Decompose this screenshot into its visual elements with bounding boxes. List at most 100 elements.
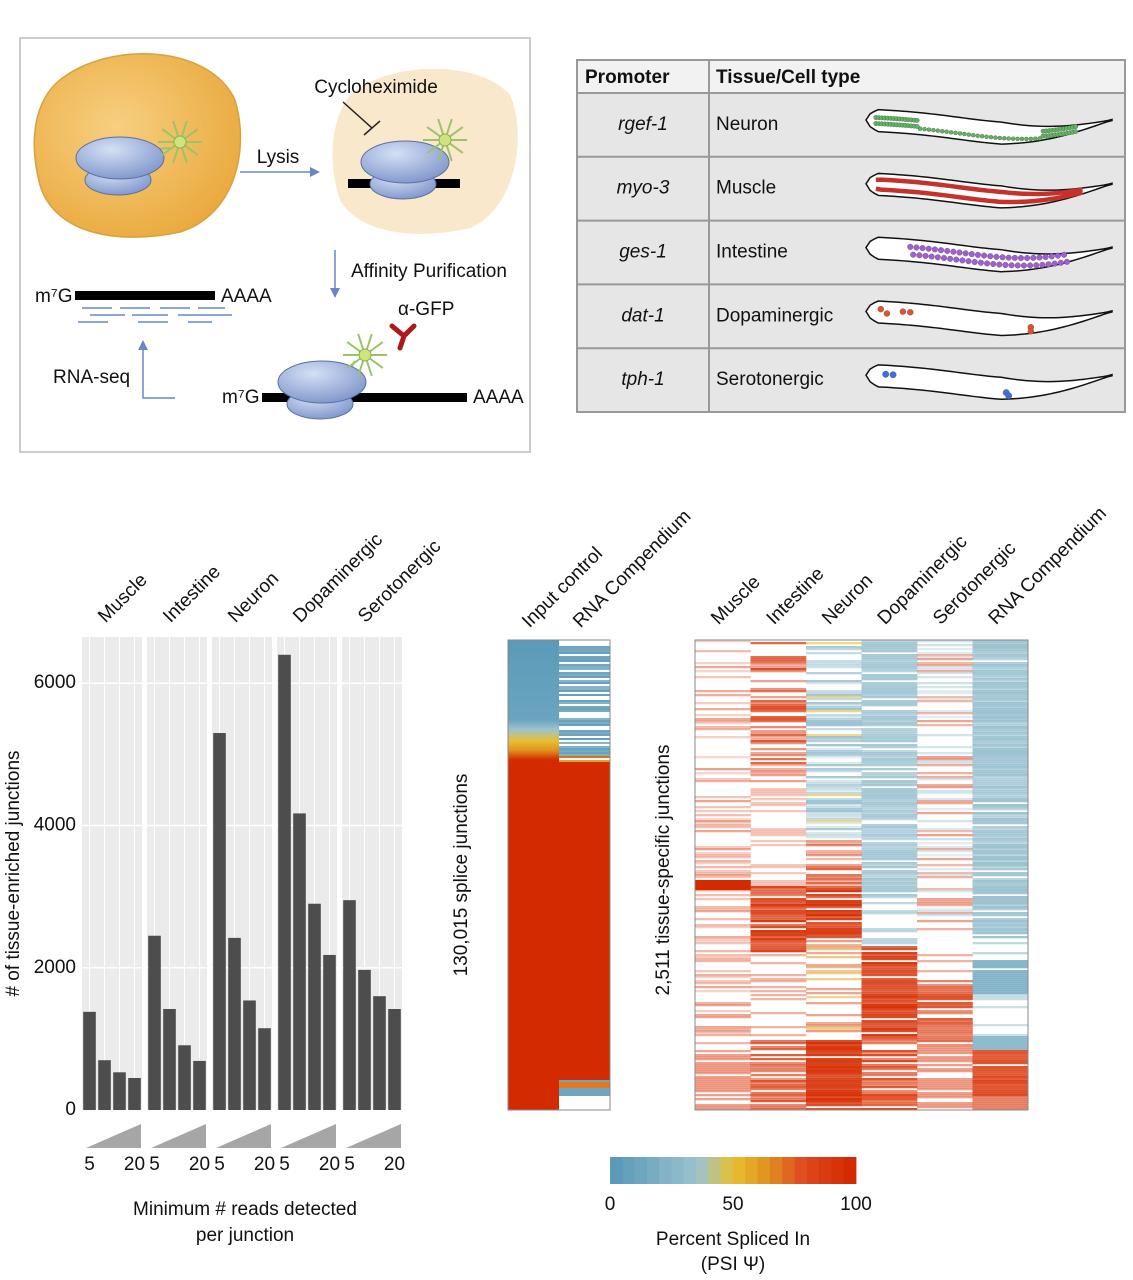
heatmap-cell [806,930,862,933]
cell-marker [947,255,954,262]
heatmap-row [559,980,610,982]
heatmap-cell [806,672,862,675]
heatmap-row [559,658,610,660]
heatmap-row [559,1090,610,1092]
heatmap-cell [806,1064,862,1067]
heatmap-cell [972,974,1029,977]
heatmap-cell [972,832,1029,835]
heatmap-cell [750,938,807,941]
heatmap-row [559,894,610,896]
heatmap-cell [972,714,1029,717]
heatmap-row [559,1040,610,1042]
heatmap-row [559,874,610,876]
colorbar-step [782,1157,795,1184]
heatmap-row [559,830,610,832]
heatmap-cell [861,812,918,815]
heatmap-cell [806,714,862,717]
heatmap-cell [972,900,1029,903]
heatmap-cell [695,980,751,983]
cell-marker [962,250,969,257]
heatmap-cell [972,840,1029,843]
heatmap-cell [917,890,973,893]
heatmap-cell [806,1044,862,1047]
heatmap-cell [750,930,807,933]
heatmap-cell [972,688,1029,691]
colorbar-step [634,1157,648,1184]
heatmap-cell [972,738,1029,741]
heatmap-cell [806,806,862,809]
heatmap-cell [806,716,862,719]
heatmap-cell [972,1084,1029,1087]
heatmap-frame [507,639,611,1111]
heatmap-cell [917,1006,973,1009]
cell-marker [1048,253,1055,260]
heatmap-cell [861,988,918,991]
table-header [578,61,1124,93]
heatmap-cell [917,758,973,761]
heatmap-row [559,802,610,804]
heatmap-cell [917,798,973,801]
heatmap-cell [917,746,973,749]
heatmap-row [559,778,610,780]
heatmap-cell [972,690,1029,693]
heatmap-cell [972,988,1029,991]
heatmap-cell [750,1094,807,1097]
heatmap-row [559,792,610,794]
heatmap-cell [861,750,918,753]
heatmap-cell [806,744,862,747]
heatmap-row [559,912,610,914]
bar [163,1008,176,1110]
heatmap-cell [917,1078,973,1081]
heatmap-cell [806,972,862,975]
heatmap-cell [917,1028,973,1031]
cell-marker [1027,262,1034,269]
heatmap-row [559,916,610,918]
heatmap-cell [806,784,862,787]
heatmap-cell [750,1082,807,1085]
heatmap-cell [861,738,918,741]
heatmap-cell [861,964,918,967]
colorbar-label: (PSI Ψ) [701,1254,765,1275]
heatmap-cell [806,800,862,803]
heatmap-cell [861,962,918,965]
heatmap-row [559,886,610,888]
cell-marker [883,310,891,317]
heatmap-cell [861,686,918,689]
heatmap-cell [917,888,973,891]
heatmap-cell [695,728,751,731]
heatmap-cell [861,704,918,707]
heatmap-cell [972,740,1029,743]
heatmap-cell [861,1026,918,1029]
heatmap-cell [917,912,973,915]
heatmap-cell [917,1020,973,1023]
heatmap-row [559,826,610,828]
heatmap-cell [972,718,1029,721]
heatmap-cell [806,816,862,819]
heatmap-cell [861,640,918,643]
colorbar-step [794,1157,808,1184]
heatmap-cell [695,854,751,857]
heatmap-row [559,776,610,778]
heatmap-cell [806,1062,862,1065]
heatmap-row [559,952,610,954]
heatmap-row [559,1012,610,1014]
heatmap-cell [861,852,918,855]
heatmap-row [559,1082,610,1084]
heatmap-cell [806,754,862,757]
cell-marker [889,371,897,379]
heatmap-cell [972,1076,1029,1079]
heatmap-cell [695,856,751,859]
heatmap-cell [861,850,918,853]
heatmap-row [559,958,610,960]
heatmap-row [559,866,610,868]
heatmap-cell [695,690,751,693]
cell-marker [1002,136,1007,141]
heatmap-cell [806,764,862,767]
heatmap-cell [750,1092,807,1095]
heatmap-cell [972,878,1029,881]
heatmap-cell [861,1060,918,1063]
heatmap-cell [917,686,973,689]
ribosome-large [360,140,450,184]
heatmap-cell [806,750,862,753]
heatmap-cell [861,642,918,645]
